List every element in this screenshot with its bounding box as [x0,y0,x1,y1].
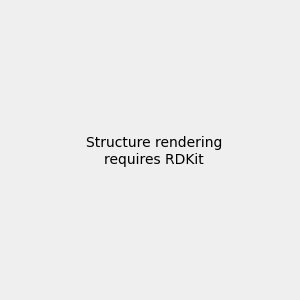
Text: Structure rendering
requires RDKit: Structure rendering requires RDKit [85,136,222,166]
